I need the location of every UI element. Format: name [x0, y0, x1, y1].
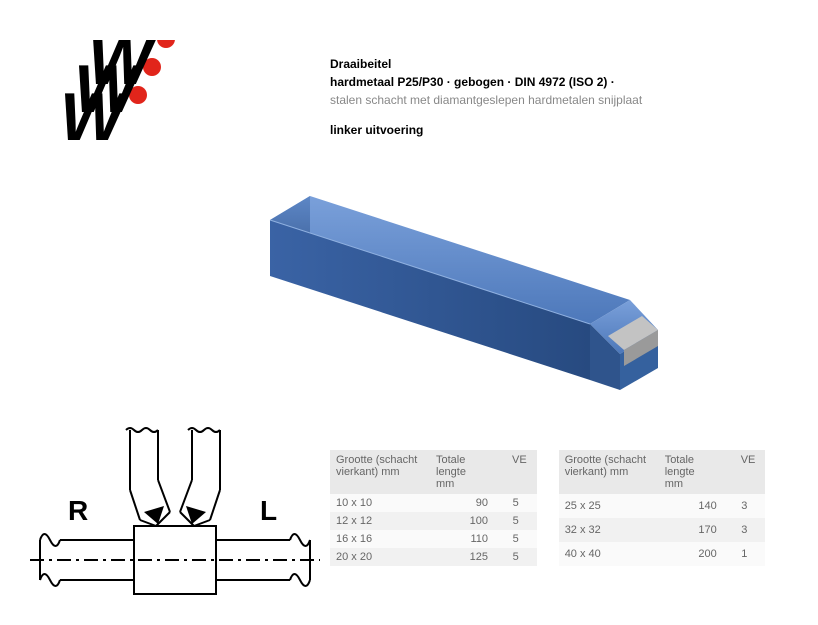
spec-table-left: Grootte (schachtvierkant) mm Totale leng…	[330, 450, 537, 566]
table-row: 25 x 251403	[559, 494, 766, 518]
spec-tables: Grootte (schachtvierkant) mm Totale leng…	[330, 450, 765, 566]
product-image	[210, 140, 680, 420]
spec-table-right: Grootte (schachtvierkant) mm Totale leng…	[559, 450, 766, 566]
th-ve: VE	[735, 450, 766, 494]
th-len: Totale lengtemm	[430, 450, 506, 494]
table-row: 32 x 321703	[559, 518, 766, 542]
product-variant: linker uitvoering	[330, 121, 750, 139]
table-row: 12 x 121005	[330, 512, 537, 530]
product-subtitle: hardmetaal P25/P30 · gebogen · DIN 4972 …	[330, 75, 607, 89]
product-description: Draaibeitel hardmetaal P25/P30 · gebogen…	[330, 55, 750, 139]
th-size: Grootte (schachtvierkant) mm	[330, 450, 430, 494]
diagram-label-l: L	[260, 495, 277, 526]
th-size: Grootte (schachtvierkant) mm	[559, 450, 659, 494]
diagram-label-r: R	[68, 495, 88, 526]
product-desc-line: stalen schacht met diamantgeslepen hardm…	[330, 91, 750, 109]
table-row: 10 x 10905	[330, 494, 537, 512]
table-row: 16 x 161105	[330, 530, 537, 548]
product-title: Draaibeitel	[330, 55, 750, 73]
table-row: 40 x 402001	[559, 542, 766, 566]
table-row: 20 x 201255	[330, 548, 537, 566]
svg-text:W: W	[88, 40, 158, 99]
th-len: Totale lengtemm	[659, 450, 735, 494]
company-logo: W W W	[60, 40, 210, 190]
technical-diagram: R L	[30, 420, 320, 605]
th-ve: VE	[506, 450, 537, 494]
